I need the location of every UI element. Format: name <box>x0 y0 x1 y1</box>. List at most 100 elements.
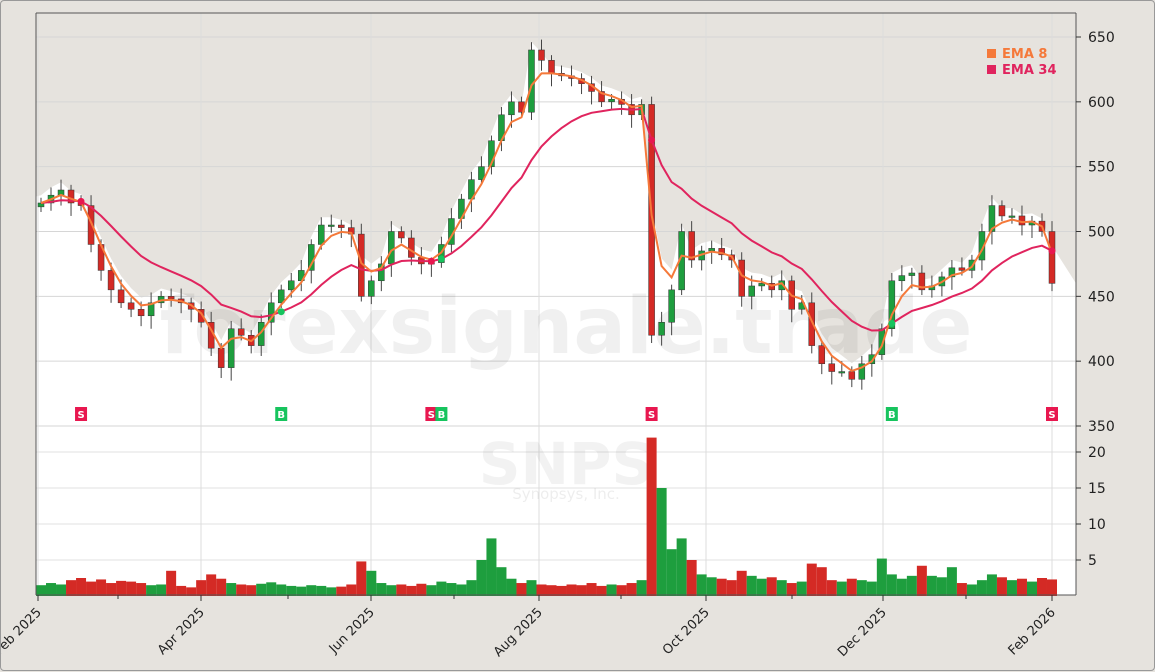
volume-bar <box>496 567 507 596</box>
volume-bar <box>576 585 587 596</box>
volume-bar <box>416 583 427 596</box>
volume-bar <box>346 584 357 596</box>
candle-body <box>598 91 605 103</box>
volume-bar <box>666 549 677 596</box>
date-tick-label: Aug 2025 <box>491 605 546 660</box>
volume-bar <box>316 585 327 596</box>
volume-bar <box>816 567 827 596</box>
volume-bar <box>296 586 307 596</box>
volume-bar <box>676 538 687 596</box>
volume-bar <box>366 570 377 596</box>
volume-bar <box>776 580 787 596</box>
price-tick-label: 350 <box>1088 419 1115 435</box>
grid <box>36 13 1076 595</box>
candle-body <box>848 371 856 380</box>
volume-bar <box>186 587 197 596</box>
volume-bar <box>46 583 57 596</box>
volume-bar <box>976 580 987 596</box>
volume-bar <box>516 583 527 596</box>
volume-bar <box>846 578 857 596</box>
candle-body <box>488 140 495 167</box>
volume-bar <box>636 580 647 596</box>
sell-signal-marker <box>425 407 438 421</box>
signal-label: B <box>438 410 446 421</box>
volume-bar <box>166 570 177 596</box>
volume-bar <box>806 563 817 596</box>
candle-body <box>368 280 375 297</box>
candle-body <box>808 302 816 346</box>
candle-body <box>127 302 135 310</box>
volume-bar <box>276 584 287 596</box>
buy-signal-marker <box>275 407 288 421</box>
volume-bar <box>656 488 667 596</box>
legend-swatch-ema34 <box>987 65 996 74</box>
volume-bar <box>786 583 797 596</box>
volume-bar <box>796 581 807 596</box>
candle-body <box>538 49 545 61</box>
sell-signal-marker <box>1046 407 1058 421</box>
candle-body <box>227 328 235 368</box>
candle-body <box>668 289 675 323</box>
volume-bar <box>156 584 167 596</box>
volume-bar <box>1047 579 1057 596</box>
candle-body <box>878 328 886 355</box>
candle-body <box>988 205 996 232</box>
candle-body <box>277 289 285 304</box>
candle-body <box>748 285 755 297</box>
volume-bar <box>1016 578 1027 596</box>
candle-body <box>658 322 665 336</box>
volume-bar <box>286 585 297 596</box>
volume-bar <box>836 581 847 596</box>
signal-dot <box>77 197 85 205</box>
date-tick-label: Jun 2025 <box>326 605 378 657</box>
volume-bar <box>526 580 537 596</box>
volume-tick-label: 15 <box>1088 481 1106 497</box>
candle-body <box>107 270 115 291</box>
volume-bar <box>36 585 46 596</box>
volume-bar <box>626 583 637 596</box>
volume-bar <box>96 579 107 596</box>
candle-body <box>548 60 555 74</box>
candle-body <box>688 231 695 261</box>
volume-bar <box>56 584 67 596</box>
volume-bar <box>986 574 997 596</box>
signal-label: S <box>428 410 435 421</box>
volume-bar <box>946 567 957 596</box>
volume-bar <box>956 583 967 596</box>
volume-bar <box>386 585 397 596</box>
volume-bar <box>686 560 697 596</box>
watermark: forexsignale.trade <box>160 282 973 372</box>
legend: EMA 8 EMA 34 <box>987 47 1057 78</box>
candle-body <box>408 237 415 258</box>
candle-body <box>528 49 535 113</box>
volume-bar <box>726 580 737 596</box>
y-axis: 350 400 450 500 550 600 650 5 10 15 20 <box>1076 30 1115 569</box>
price-tick-label: 550 <box>1088 160 1115 176</box>
volume-bar <box>646 437 657 596</box>
volume-bar <box>446 583 457 596</box>
volume-bar <box>196 580 207 596</box>
volume-bar <box>406 585 417 596</box>
candle-body <box>1018 215 1026 226</box>
signal-label: S <box>77 410 84 421</box>
candle-body <box>868 354 876 365</box>
volume-bar <box>86 581 97 596</box>
volume-bar <box>926 575 937 596</box>
volume-bar <box>336 586 347 596</box>
volume-bar <box>596 585 607 596</box>
candle-body <box>287 280 295 291</box>
candle-body <box>1048 231 1056 284</box>
volume-bar <box>1006 580 1017 596</box>
volume-bar <box>216 578 227 596</box>
price-tick-label: 600 <box>1088 95 1115 111</box>
volume-bar <box>116 580 127 596</box>
volume-bar <box>856 580 867 596</box>
volume-bar <box>546 585 557 596</box>
signal-label: S <box>1048 410 1055 421</box>
volume-bar <box>126 581 137 596</box>
company-watermark: Synopsys, Inc. <box>512 485 620 503</box>
date-tick-label: Dec 2025 <box>835 605 890 660</box>
date-tick-label: Oct 2025 <box>660 605 713 658</box>
signal-dot <box>427 257 435 265</box>
candle-body <box>388 231 395 265</box>
